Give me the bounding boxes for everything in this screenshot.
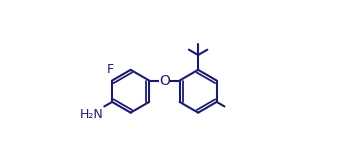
Text: O: O bbox=[159, 74, 170, 87]
Text: F: F bbox=[107, 63, 114, 76]
Text: H₂N: H₂N bbox=[80, 108, 103, 121]
